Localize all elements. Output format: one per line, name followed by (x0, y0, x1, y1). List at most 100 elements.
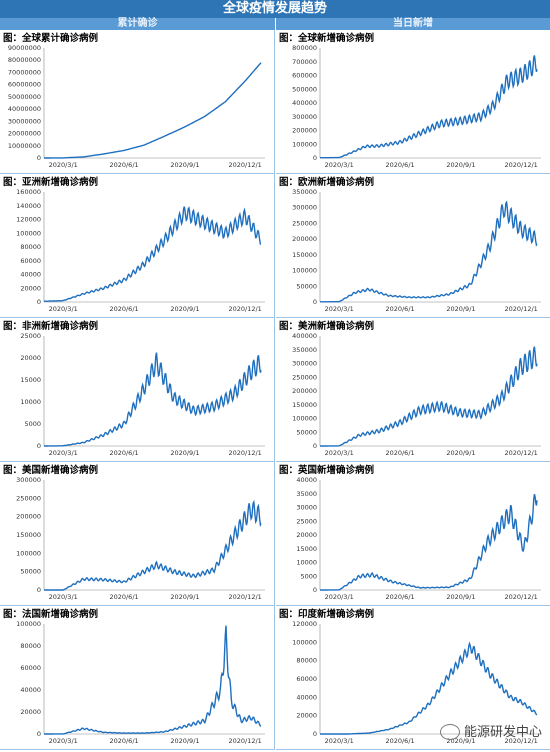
chart-svg: 0 100000 200000 300000 400000 500000 600000 700… (292, 44, 541, 169)
y-tick-label: 350000 (292, 188, 317, 196)
y-tick-label: 40000 (20, 271, 41, 279)
chart-svg: 0 50000 100000 150000 200000 250000 300000 3500… (292, 188, 541, 313)
y-tick-label: 60000 (296, 675, 317, 683)
chart-svg: 0 10000000 20000000 30000000 40000000 5000000… (8, 44, 265, 169)
series-line (320, 346, 538, 447)
x-tick-label: 2020/9/1 (170, 737, 199, 745)
y-tick-label: 100000 (16, 229, 41, 237)
y-tick-label: 60000 (20, 664, 41, 672)
chart-panel-uk-daily: 图：英国新增确诊病例 0 5000 10000 15000 20000 25000 30000… (276, 462, 550, 606)
series-line (320, 200, 538, 303)
watermark: 能源研发中心 (439, 721, 542, 740)
x-tick-label: 2020/3/1 (325, 737, 354, 745)
y-tick-label: 700000 (292, 58, 317, 66)
chart-panel-africa-daily: 图：非洲新增确诊病例 0 5000 10000 15000 20000 25000 2020/… (0, 318, 275, 462)
series-line (44, 352, 262, 447)
x-tick-label: 2020/12/1 (504, 161, 537, 169)
y-tick-label: 50000000 (8, 93, 41, 101)
y-tick-label: 100000 (16, 620, 41, 628)
chart-panel-europe-daily: 图：欧洲新增确诊病例 0 50000 100000 150000 200000 250000… (276, 174, 550, 318)
y-tick-label: 0 (37, 154, 41, 162)
y-tick-label: 0 (313, 442, 317, 450)
y-tick-label: 80000 (20, 243, 41, 251)
chart-title: 图：全球新增确诊病例 (279, 33, 375, 44)
x-tick-label: 2020/9/1 (446, 161, 475, 169)
x-tick-label: 2020/6/1 (109, 161, 138, 169)
x-tick-label: 2020/3/1 (325, 305, 354, 313)
y-tick-label: 15000 (20, 376, 41, 384)
x-tick-label: 2020/6/1 (385, 305, 414, 313)
chart-panel-india-daily: 图：印度新增确诊病例 0 20000 40000 60000 80000 100000 120… (276, 606, 550, 750)
x-tick-label: 2020/12/1 (504, 737, 537, 745)
x-tick-label: 2020/3/1 (49, 449, 78, 457)
y-tick-label: 20000 (20, 354, 41, 362)
y-tick-label: 15000 (296, 545, 317, 553)
x-tick-label: 2020/6/1 (385, 449, 414, 457)
x-tick-label: 2020/9/1 (170, 161, 199, 169)
y-tick-label: 100000 (292, 140, 317, 148)
x-tick-label: 2020/9/1 (446, 449, 475, 457)
x-tick-label: 2020/6/1 (109, 593, 138, 601)
y-tick-label: 400000 (292, 99, 317, 107)
chart-svg: 0 20000 40000 60000 80000 100000 120000 140000 1… (16, 188, 265, 313)
chart-svg: 0 5000 10000 15000 20000 25000 30000 35000 40000… (296, 476, 541, 601)
y-tick-label: 0 (37, 298, 41, 306)
chart-title: 图：印度新增确诊病例 (279, 609, 375, 620)
chart-title: 图：欧洲新增确诊病例 (279, 177, 375, 188)
y-tick-label: 20000 (20, 708, 41, 716)
y-tick-label: 80000 (20, 642, 41, 650)
y-tick-label: 50000 (296, 282, 317, 290)
y-tick-label: 60000 (20, 257, 41, 265)
y-tick-label: 150000 (16, 531, 41, 539)
series-line (43, 206, 262, 303)
chart-title: 图：英国新增确诊病例 (279, 465, 375, 476)
x-tick-label: 2020/6/1 (109, 305, 138, 313)
x-tick-label: 2020/12/1 (228, 593, 261, 601)
y-tick-label: 50000 (20, 568, 41, 576)
y-tick-label: 250000 (16, 494, 41, 502)
y-tick-label: 140000 (16, 202, 41, 210)
x-tick-label: 2020/6/1 (109, 449, 138, 457)
column-header-cumulative: 累计确诊 (0, 18, 275, 30)
y-tick-label: 30000000 (8, 117, 41, 125)
chart-svg: 0 50000 100000 150000 200000 250000 300000 3500… (292, 332, 541, 457)
y-tick-label: 10000 (296, 559, 317, 567)
chart-title: 图：美国新增确诊病例 (3, 465, 99, 476)
y-tick-label: 10000 (20, 398, 41, 406)
y-tick-label: 100000 (16, 549, 41, 557)
x-tick-label: 2020/6/1 (385, 737, 414, 745)
x-tick-label: 2020/3/1 (49, 593, 78, 601)
series-line (44, 625, 262, 735)
y-tick-label: 20000 (20, 284, 41, 292)
x-tick-label: 2020/12/1 (228, 449, 261, 457)
y-tick-label: 150000 (292, 251, 317, 259)
y-tick-label: 0 (37, 442, 41, 450)
y-tick-label: 40000 (296, 476, 317, 484)
x-tick-label: 2020/12/1 (228, 161, 261, 169)
chart-svg: 0 20000 40000 60000 80000 100000 2020/3/1 2020/… (16, 620, 265, 745)
y-tick-label: 70000000 (8, 68, 41, 76)
x-tick-label: 2020/12/1 (228, 305, 261, 313)
series-line (44, 62, 262, 159)
y-tick-label: 80000000 (8, 56, 41, 64)
x-tick-label: 2020/3/1 (325, 593, 354, 601)
y-tick-label: 20000 (296, 531, 317, 539)
x-tick-label: 2020/9/1 (170, 305, 199, 313)
x-tick-label: 2020/9/1 (446, 737, 475, 745)
y-tick-label: 400000 (292, 332, 317, 340)
y-tick-label: 0 (37, 586, 41, 594)
y-tick-label: 250000 (292, 219, 317, 227)
y-tick-label: 20000000 (8, 130, 41, 138)
x-tick-label: 2020/9/1 (446, 593, 475, 601)
x-tick-label: 2020/6/1 (385, 593, 414, 601)
x-tick-label: 2020/3/1 (49, 161, 78, 169)
y-tick-label: 80000 (296, 657, 317, 665)
chart-svg: 0 5000 10000 15000 20000 25000 2020/3/1 2020/6/… (20, 332, 265, 457)
series-line (44, 499, 262, 591)
series-line (320, 494, 538, 591)
y-tick-label: 60000000 (8, 81, 41, 89)
chart-title: 图：非洲新增确诊病例 (3, 321, 99, 332)
chart-panel-asia-daily: 图：亚洲新增确诊病例 0 20000 40000 60000 80000 100000 120… (0, 174, 275, 318)
chart-panel-americas-daily: 图：美洲新增确诊病例 0 50000 100000 150000 200000 250000… (276, 318, 550, 462)
x-tick-label: 2020/9/1 (170, 449, 199, 457)
